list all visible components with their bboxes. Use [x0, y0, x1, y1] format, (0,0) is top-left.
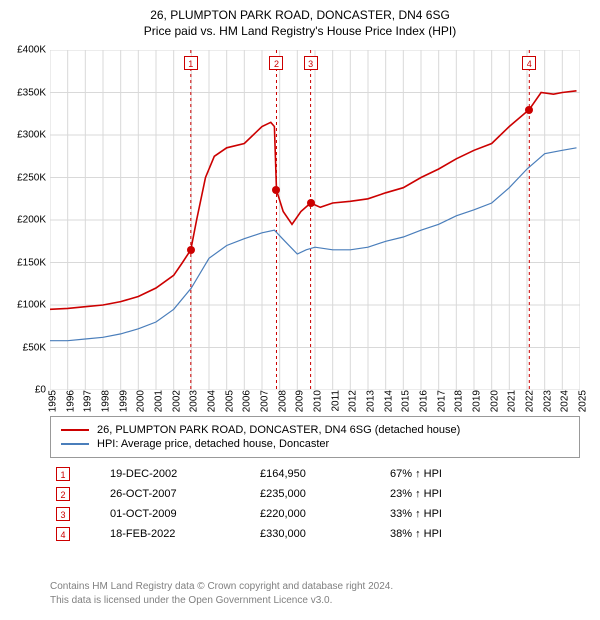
chart-title: 26, PLUMPTON PARK ROAD, DONCASTER, DN4 6…: [0, 0, 600, 22]
x-tick-label: 2001: [148, 390, 165, 412]
x-tick-label: 2022: [519, 390, 536, 412]
x-tick-label: 2005: [218, 390, 235, 412]
y-tick-label: £150K: [17, 257, 50, 268]
x-tick-label: 2013: [360, 390, 377, 412]
legend-label: 26, PLUMPTON PARK ROAD, DONCASTER, DN4 6…: [97, 424, 460, 436]
sale-marker-dot: [187, 246, 195, 254]
chart-subtitle: Price paid vs. HM Land Registry's House …: [0, 22, 600, 44]
sales-table: 1 19-DEC-2002 £164,950 67% ↑ HPI 2 26-OCT-200…: [50, 464, 580, 544]
chart-plot-area: £0£50K£100K£150K£200K£250K£300K£350K£400…: [50, 50, 580, 390]
x-tick-label: 2007: [254, 390, 271, 412]
x-tick-label: 1995: [42, 390, 59, 412]
legend-label: HPI: Average price, detached house, Donc…: [97, 438, 329, 450]
x-tick-label: 2010: [307, 390, 324, 412]
x-tick-label: 2015: [395, 390, 412, 412]
x-tick-label: 1998: [95, 390, 112, 412]
x-tick-label: 2012: [342, 390, 359, 412]
sales-row: 2 26-OCT-2007 £235,000 23% ↑ HPI: [50, 484, 580, 504]
sale-marker-label: 3: [304, 56, 318, 70]
sale-diff: 23% ↑ HPI: [390, 488, 510, 500]
y-tick-label: £100K: [17, 300, 50, 311]
sales-row: 3 01-OCT-2009 £220,000 33% ↑ HPI: [50, 504, 580, 524]
sale-diff: 67% ↑ HPI: [390, 468, 510, 480]
sale-date: 26-OCT-2007: [80, 488, 250, 500]
sale-marker-label: 1: [184, 56, 198, 70]
x-tick-label: 2000: [130, 390, 147, 412]
sales-row: 1 19-DEC-2002 £164,950 67% ↑ HPI: [50, 464, 580, 484]
x-tick-label: 2024: [554, 390, 571, 412]
y-tick-label: £200K: [17, 215, 50, 226]
sale-diff: 38% ↑ HPI: [390, 528, 510, 540]
y-tick-label: £50K: [23, 342, 50, 353]
sale-index: 2: [56, 487, 70, 501]
legend-swatch: [61, 429, 89, 431]
sales-row: 4 18-FEB-2022 £330,000 38% ↑ HPI: [50, 524, 580, 544]
y-tick-label: £250K: [17, 172, 50, 183]
x-tick-label: 2018: [448, 390, 465, 412]
sale-date: 18-FEB-2022: [80, 528, 250, 540]
footer: Contains HM Land Registry data © Crown c…: [50, 580, 393, 608]
sale-marker-dot: [307, 199, 315, 207]
sale-index: 4: [56, 527, 70, 541]
x-tick-label: 2023: [536, 390, 553, 412]
legend-swatch: [61, 443, 89, 445]
x-tick-label: 2002: [165, 390, 182, 412]
x-tick-label: 2008: [271, 390, 288, 412]
sale-date: 01-OCT-2009: [80, 508, 250, 520]
sale-diff: 33% ↑ HPI: [390, 508, 510, 520]
x-tick-label: 2006: [236, 390, 253, 412]
x-tick-label: 2020: [483, 390, 500, 412]
sale-price: £235,000: [260, 488, 380, 500]
y-tick-label: £300K: [17, 130, 50, 141]
x-tick-label: 1997: [77, 390, 94, 412]
x-tick-label: 2025: [572, 390, 589, 412]
sale-price: £164,950: [260, 468, 380, 480]
sale-price: £220,000: [260, 508, 380, 520]
sale-date: 19-DEC-2002: [80, 468, 250, 480]
chart-svg: [50, 50, 580, 390]
y-tick-label: £400K: [17, 45, 50, 56]
sale-marker-label: 2: [269, 56, 283, 70]
legend-item: 26, PLUMPTON PARK ROAD, DONCASTER, DN4 6…: [61, 423, 569, 437]
sale-marker-label: 4: [522, 56, 536, 70]
legend-item: HPI: Average price, detached house, Donc…: [61, 437, 569, 451]
x-tick-label: 2014: [377, 390, 394, 412]
footer-line2: This data is licensed under the Open Gov…: [50, 594, 393, 608]
y-tick-label: £350K: [17, 87, 50, 98]
sale-index: 3: [56, 507, 70, 521]
x-tick-label: 2016: [413, 390, 430, 412]
x-tick-label: 1996: [59, 390, 76, 412]
chart-container: { "title": "26, PLUMPTON PARK ROAD, DONC…: [0, 0, 600, 620]
x-tick-label: 2019: [466, 390, 483, 412]
x-tick-label: 2009: [289, 390, 306, 412]
x-tick-label: 2021: [501, 390, 518, 412]
x-tick-label: 2017: [430, 390, 447, 412]
x-tick-label: 2003: [183, 390, 200, 412]
legend: 26, PLUMPTON PARK ROAD, DONCASTER, DN4 6…: [50, 416, 580, 458]
x-tick-label: 2004: [201, 390, 218, 412]
sale-index: 1: [56, 467, 70, 481]
sale-marker-dot: [525, 106, 533, 114]
footer-line1: Contains HM Land Registry data © Crown c…: [50, 580, 393, 594]
x-tick-label: 1999: [112, 390, 129, 412]
sale-marker-dot: [272, 186, 280, 194]
x-tick-label: 2011: [324, 390, 341, 412]
sale-price: £330,000: [260, 528, 380, 540]
